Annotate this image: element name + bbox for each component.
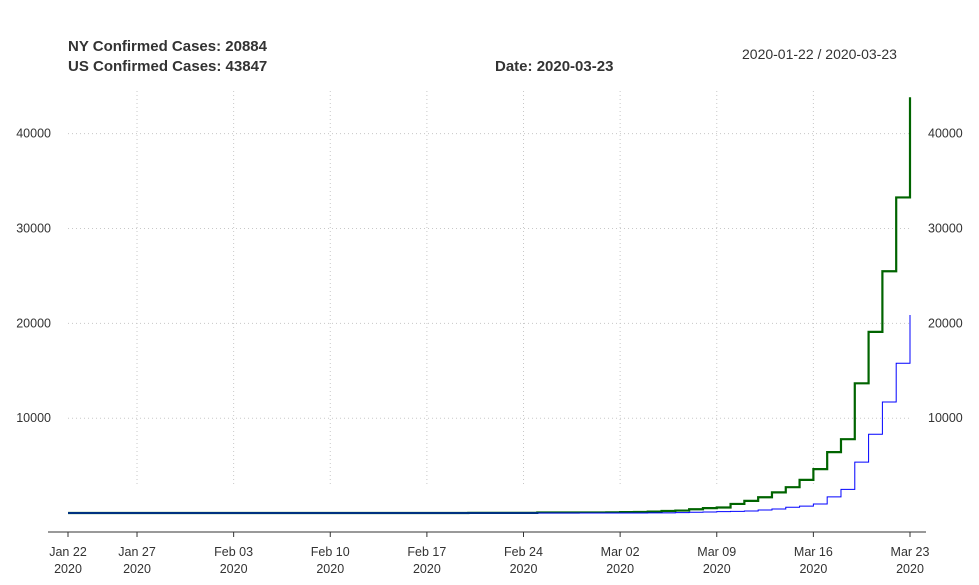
- x-tick-year-label: 2020: [606, 562, 634, 576]
- y-tick-label-left: 30000: [16, 222, 51, 236]
- x-tick-year-label: 2020: [413, 562, 441, 576]
- current-date: Date: 2020-03-23: [495, 58, 613, 75]
- series-line-ny: [68, 314, 911, 514]
- ny-value: 20884: [225, 38, 267, 55]
- x-tick-year-label: 2020: [123, 562, 151, 576]
- y-tick-label-right: 10000: [928, 411, 963, 425]
- ny-confirmed-cases: NY Confirmed Cases: 20884: [68, 38, 267, 55]
- y-tick-label-left: 40000: [16, 127, 51, 141]
- y-tick-label-right: 20000: [928, 316, 963, 330]
- y-tick-label-left: 20000: [16, 316, 51, 330]
- x-tick-year-label: 2020: [316, 562, 344, 576]
- x-tick-year-label: 2020: [510, 562, 538, 576]
- x-tick-year-label: 2020: [799, 562, 827, 576]
- x-tick-label: Mar 02: [601, 545, 640, 559]
- y-tick-label-right: 40000: [928, 127, 963, 141]
- date-range: 2020-01-22 / 2020-03-23: [742, 46, 897, 62]
- x-tick-label: Feb 03: [214, 545, 253, 559]
- ny-label: NY Confirmed Cases:: [68, 38, 222, 55]
- x-tick-label: Mar 16: [794, 545, 833, 559]
- y-tick-label-right: 30000: [928, 222, 963, 236]
- y-tick-label-left: 10000: [16, 411, 51, 425]
- x-tick-label: Feb 17: [407, 545, 446, 559]
- x-tick-year-label: 2020: [703, 562, 731, 576]
- x-tick-label: Mar 09: [697, 545, 736, 559]
- x-tick-year-label: 2020: [54, 562, 82, 576]
- series-layer: [68, 97, 912, 515]
- x-tick-label: Feb 24: [504, 545, 543, 559]
- grid-layer: [68, 91, 910, 487]
- date-label: Date:: [495, 58, 533, 75]
- x-tick-label: Jan 22: [49, 545, 87, 559]
- series-line-us: [68, 97, 912, 515]
- x-tick-label: Jan 27: [118, 545, 156, 559]
- x-tick-year-label: 2020: [220, 562, 248, 576]
- x-tick-label: Feb 10: [311, 545, 350, 559]
- us-value: 43847: [225, 58, 268, 75]
- x-tick-label: Mar 23: [891, 545, 930, 559]
- us-label: US Confirmed Cases:: [68, 58, 222, 75]
- us-confirmed-cases: US Confirmed Cases: 43847: [68, 58, 267, 75]
- date-value: 2020-03-23: [536, 58, 614, 75]
- x-tick-year-label: 2020: [896, 562, 924, 576]
- axis-layer: 10000 10000 20000 20000 30000 30000 40000 40000…: [16, 127, 963, 576]
